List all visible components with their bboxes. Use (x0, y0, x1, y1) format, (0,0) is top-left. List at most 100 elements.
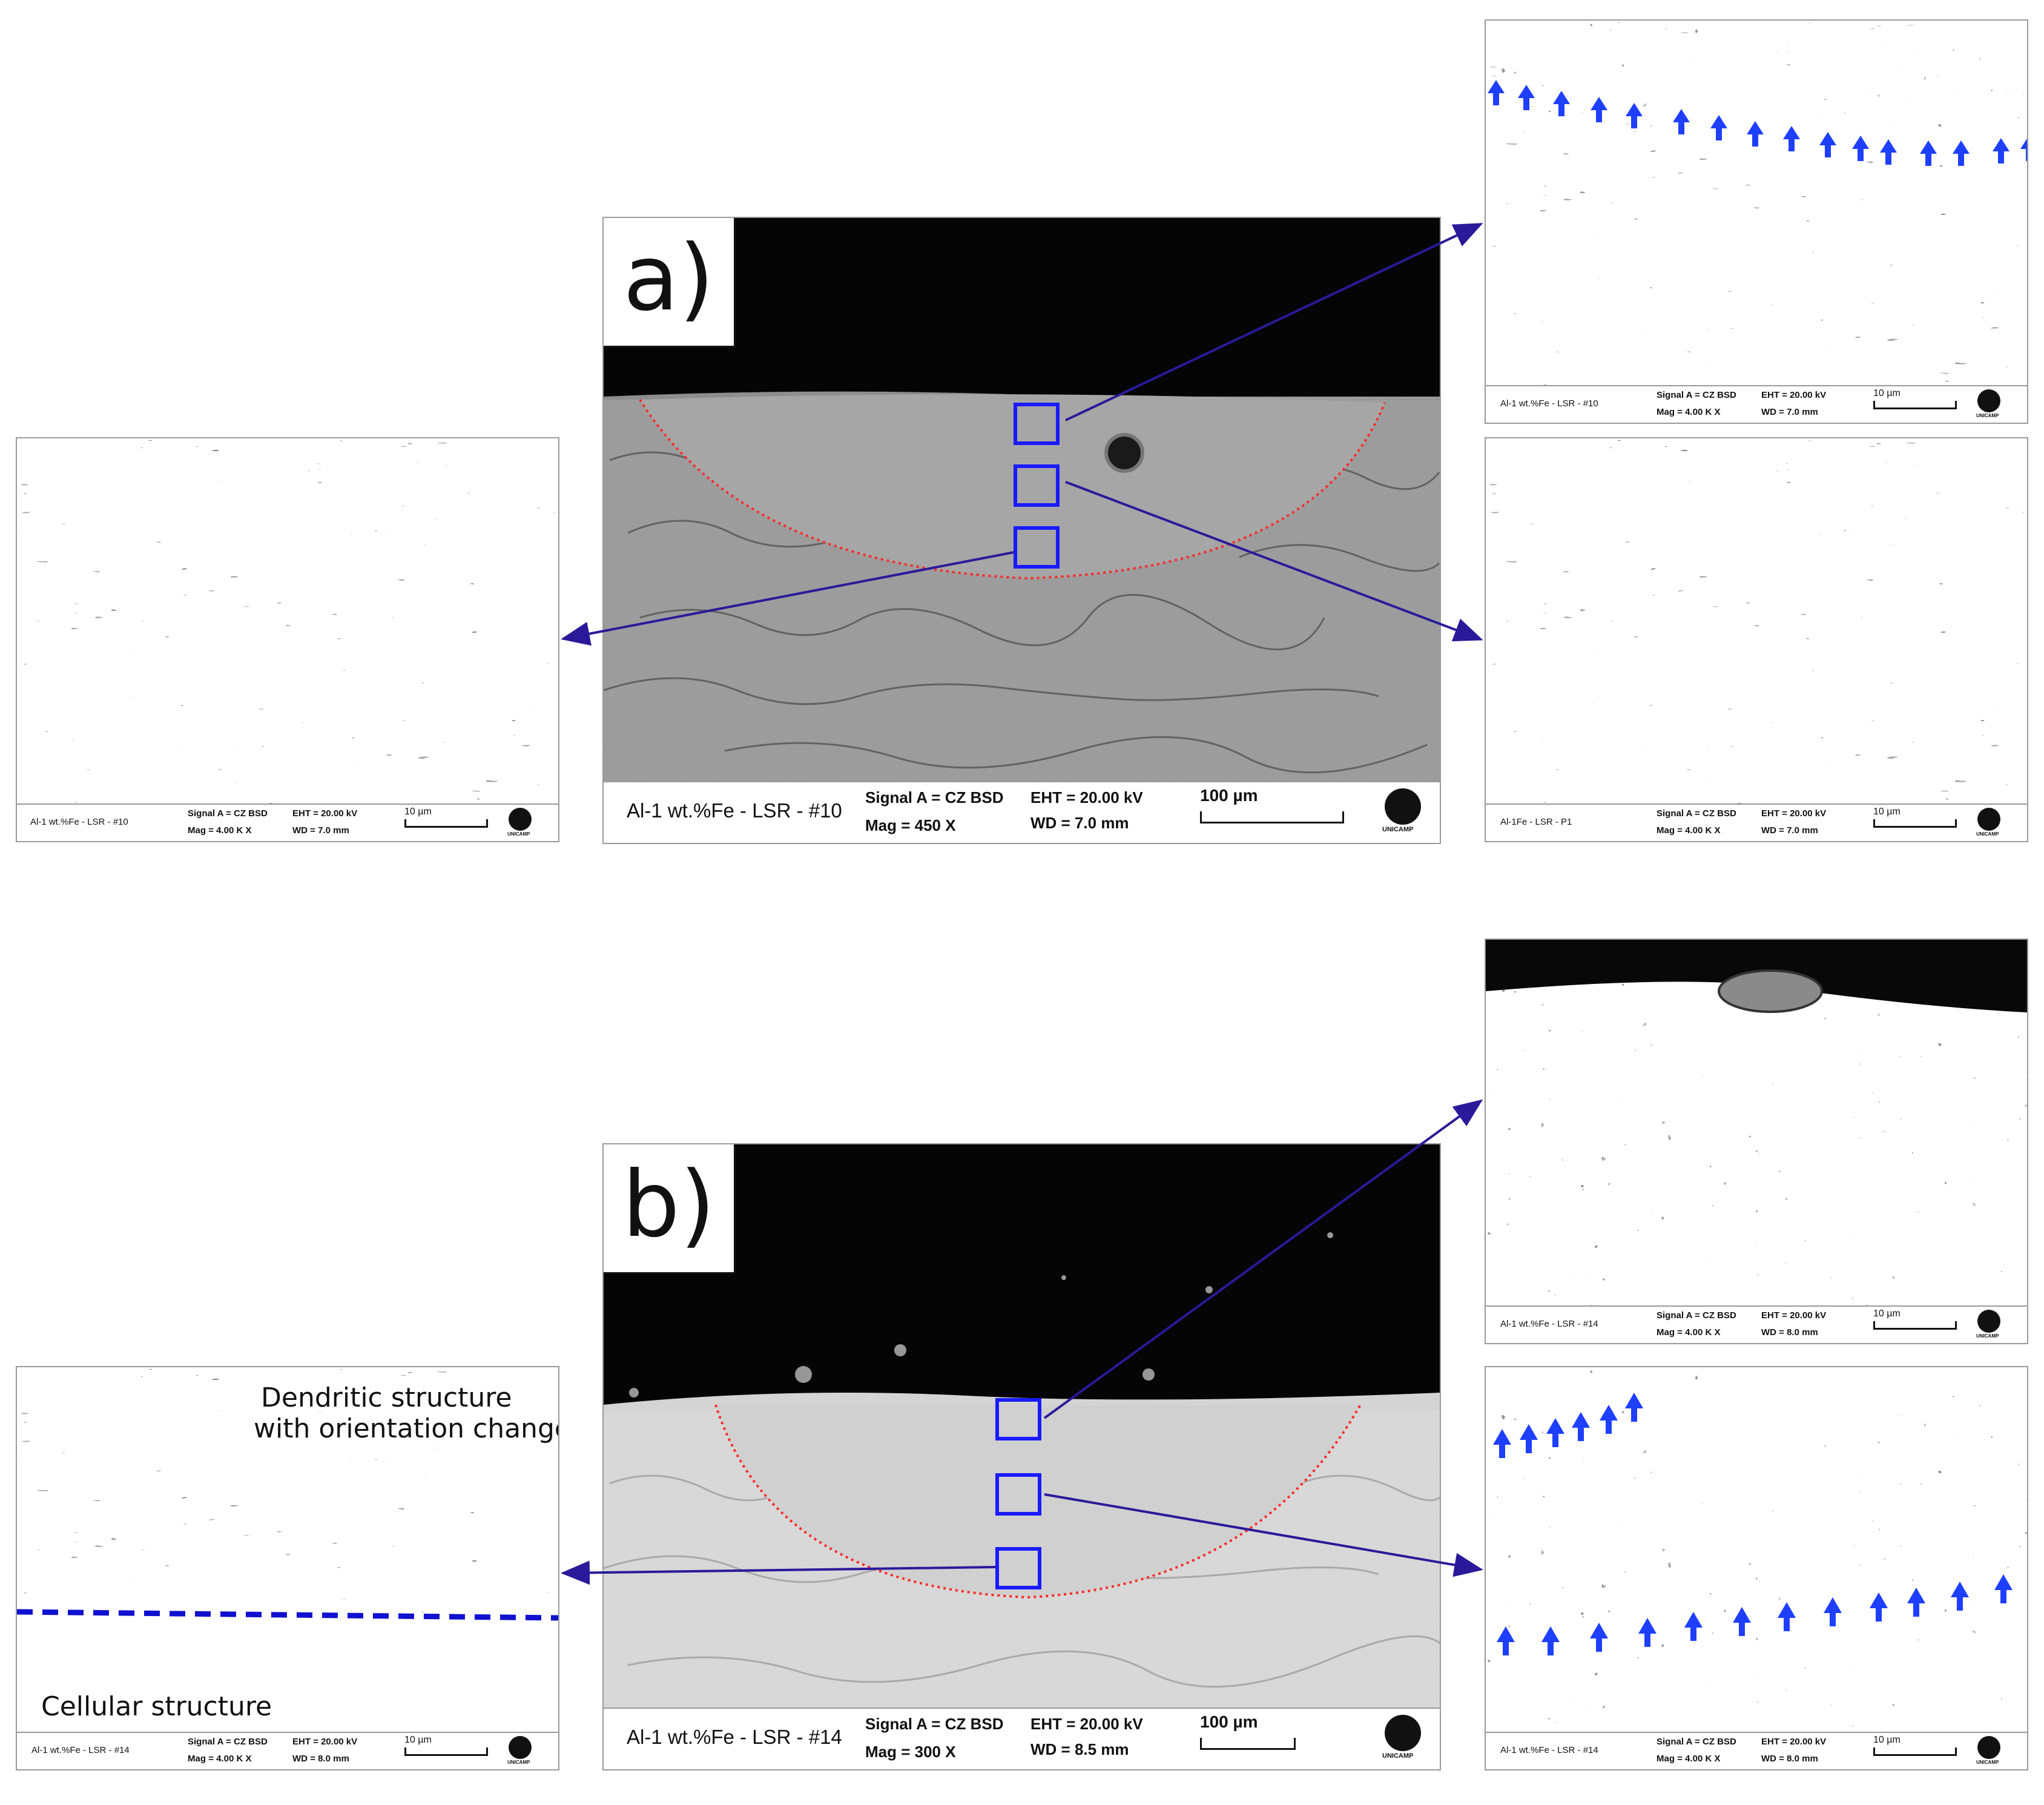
sample-id: Al-1 wt.%Fe - LSR - #10 (1500, 398, 1598, 409)
mag-info: Mag = 4.00 K X (1657, 1754, 1721, 1764)
panel-b-left: Dendritic structure with orientation cha… (16, 1366, 559, 1770)
panel-b-top-right: Al-1 wt.%Fe - LSR - #14 Signal A = CZ BS… (1485, 939, 2028, 1344)
scale-bar (1873, 1321, 1957, 1330)
unicamp-logo-icon (509, 1736, 532, 1759)
wd-info: WD = 8.0 mm (1761, 1754, 1818, 1764)
logo-text: UNICAMP (507, 831, 530, 837)
scale-label: 10 µm (404, 807, 432, 817)
eht-info: EHT = 20.00 kV (1761, 390, 1827, 400)
wd-info: WD = 7.0 mm (1761, 407, 1818, 417)
panel-a-main: a) Al-1 wt.%Fe - LSR - #10 Signal A = CZ… (602, 217, 1441, 844)
sem-info-bar: Al-1 wt.%Fe - LSR - #14 Signal A = CZ BS… (17, 1732, 558, 1769)
wd-info: WD = 7.0 mm (292, 825, 349, 836)
annotation-cellular: Cellular structure (36, 1691, 277, 1722)
scale-bar (1873, 1747, 1957, 1756)
eht-info: EHT = 20.00 kV (292, 808, 358, 819)
sample-id: Al-1 wt.%Fe - LSR - #14 (31, 1745, 130, 1755)
signal-info: Signal A = CZ BSD (1657, 808, 1736, 819)
eht-info: EHT = 20.00 kV (1030, 788, 1143, 807)
panel-a-bottom-right-micrograph (1486, 438, 2027, 805)
sem-info-bar: Al-1 wt.%Fe - LSR - #10 Signal A = CZ BS… (604, 781, 1440, 843)
logo-text: UNICAMP (507, 1760, 530, 1765)
eht-info: EHT = 20.00 kV (292, 1737, 358, 1747)
panel-a-top-right: Al-1 wt.%Fe - LSR - #10 Signal A = CZ BS… (1485, 19, 2028, 424)
sample-id: Al-1Fe - LSR - P1 (1500, 817, 1572, 827)
scale-label: 100 µm (1200, 1712, 1258, 1731)
wd-info: WD = 8.0 mm (292, 1754, 349, 1764)
scale-label: 10 µm (1873, 388, 1901, 398)
wd-info: WD = 8.0 mm (1761, 1327, 1818, 1338)
panel-a-left: Al-1 wt.%Fe - LSR - #10 Signal A = CZ BS… (16, 437, 559, 842)
signal-info: Signal A = CZ BSD (865, 788, 1004, 807)
sample-id: Al-1 wt.%Fe - LSR - #10 (627, 799, 842, 822)
signal-info: Signal A = CZ BSD (1657, 1310, 1736, 1321)
mag-info: Mag = 4.00 K X (1657, 407, 1721, 417)
signal-info: Signal A = CZ BSD (865, 1715, 1004, 1733)
annotation-dendritic-line1: Dendritic structure (256, 1382, 517, 1413)
mag-info: Mag = 450 X (865, 816, 956, 834)
mag-info: Mag = 4.00 K X (1657, 825, 1721, 836)
growth-arrows (1488, 80, 2027, 166)
panel-b-main: b) Al-1 wt.%Fe - LSR - #14 Signal A = CZ… (602, 1143, 1441, 1770)
eht-info: EHT = 20.00 kV (1761, 808, 1827, 819)
scale-label: 100 µm (1200, 786, 1258, 805)
logo-text: UNICAMP (1976, 1333, 1999, 1339)
mag-info: Mag = 4.00 K X (188, 825, 252, 836)
wd-info: WD = 7.0 mm (1030, 814, 1129, 832)
signal-info: Signal A = CZ BSD (188, 1737, 268, 1747)
eht-info: EHT = 20.00 kV (1761, 1737, 1827, 1747)
scale-label: 10 µm (404, 1735, 432, 1745)
signal-info: Signal A = CZ BSD (188, 808, 268, 819)
scale-label: 10 µm (1873, 1735, 1901, 1745)
mag-info: Mag = 300 X (865, 1743, 956, 1761)
logo-text: UNICAMP (1382, 826, 1414, 833)
panel-b-label: b) (604, 1144, 736, 1274)
sem-info-bar: Al-1 wt.%Fe - LSR - #14 Signal A = CZ BS… (1486, 1305, 2027, 1343)
panel-b-bottom-right: Al-1 wt.%Fe - LSR - #14 Signal A = CZ BS… (1485, 1366, 2028, 1770)
wd-info: WD = 7.0 mm (1761, 825, 1818, 836)
sem-info-bar: Al-1 wt.%Fe - LSR - #10 Signal A = CZ BS… (1486, 385, 2027, 423)
logo-text: UNICAMP (1382, 1752, 1414, 1760)
signal-info: Signal A = CZ BSD (1657, 390, 1736, 400)
eht-info: EHT = 20.00 kV (1030, 1715, 1143, 1733)
panel-a-bottom-right: Al-1Fe - LSR - P1 Signal A = CZ BSD EHT … (1485, 437, 2028, 842)
growth-arrows (1493, 1393, 2013, 1655)
sample-id: Al-1 wt.%Fe - LSR - #14 (627, 1726, 842, 1748)
scale-bar (404, 819, 488, 828)
logo-text: UNICAMP (1976, 831, 1999, 837)
annotation-dendritic-line2: with orientation change (249, 1413, 558, 1444)
logo-text: UNICAMP (1976, 413, 1999, 418)
unicamp-logo-icon (509, 808, 532, 831)
panel-a-top-right-micrograph (1486, 21, 2027, 386)
unicamp-logo-icon (1977, 808, 2000, 831)
scale-label: 10 µm (1873, 807, 1901, 817)
scale-bar (404, 1747, 488, 1756)
unicamp-logo-icon (1977, 389, 2000, 412)
scale-bar (1873, 401, 1957, 409)
unicamp-logo-icon (1977, 1310, 2000, 1333)
unicamp-logo-icon (1977, 1736, 2000, 1759)
unicamp-logo-icon (1385, 1715, 1421, 1751)
panel-a-left-micrograph (17, 438, 558, 805)
panel-b-bottom-right-micrograph (1486, 1367, 2027, 1733)
panel-a-label: a) (604, 218, 736, 348)
unicamp-logo-icon (1385, 788, 1421, 825)
sample-id: Al-1 wt.%Fe - LSR - #10 (30, 817, 128, 827)
scale-bar (1200, 1738, 1296, 1750)
sample-id: Al-1 wt.%Fe - LSR - #14 (1500, 1745, 1598, 1755)
sample-id: Al-1 wt.%Fe - LSR - #14 (1500, 1319, 1598, 1329)
sem-info-bar: Al-1 wt.%Fe - LSR - #14 Signal A = CZ BS… (604, 1708, 1440, 1769)
mag-info: Mag = 4.00 K X (1657, 1327, 1721, 1338)
signal-info: Signal A = CZ BSD (1657, 1737, 1736, 1747)
sem-info-bar: Al-1Fe - LSR - P1 Signal A = CZ BSD EHT … (1486, 804, 2027, 841)
mag-info: Mag = 4.00 K X (188, 1754, 252, 1764)
scale-label: 10 µm (1873, 1308, 1901, 1319)
sem-info-bar: Al-1 wt.%Fe - LSR - #10 Signal A = CZ BS… (17, 804, 558, 841)
sem-info-bar: Al-1 wt.%Fe - LSR - #14 Signal A = CZ BS… (1486, 1732, 2027, 1769)
scale-bar (1873, 819, 1957, 828)
interface-line (17, 1609, 558, 1621)
wd-info: WD = 8.5 mm (1030, 1740, 1129, 1758)
scale-bar (1200, 811, 1344, 823)
logo-text: UNICAMP (1976, 1760, 1999, 1765)
panel-b-top-right-micrograph (1486, 940, 2027, 1307)
